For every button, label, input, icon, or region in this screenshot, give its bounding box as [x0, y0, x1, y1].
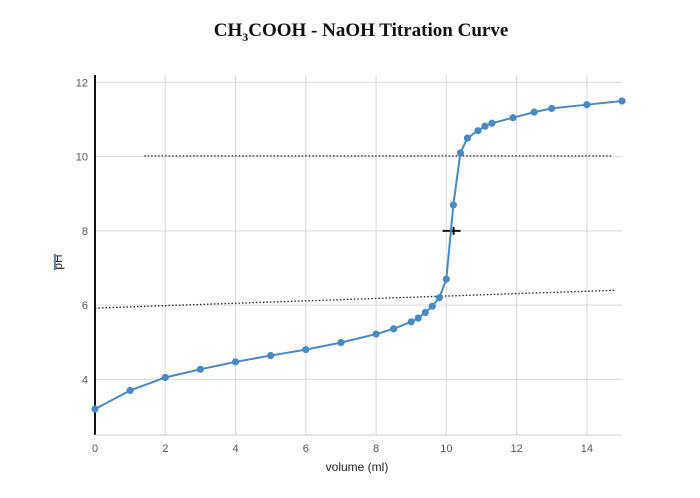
- data-point: [618, 97, 626, 105]
- data-point: [442, 275, 450, 283]
- data-point: [488, 119, 496, 127]
- data-point: [196, 365, 204, 373]
- x-axis-label: volume (ml): [326, 460, 389, 474]
- y-tick-label: 6: [82, 300, 88, 312]
- data-point: [548, 104, 556, 113]
- data-point: [161, 373, 169, 382]
- data-point: [463, 134, 472, 142]
- grid-lines: [95, 75, 622, 435]
- x-tick-label: 8: [373, 443, 379, 455]
- data-point: [302, 346, 310, 354]
- chart-title: CH3COOH - NaOH Titration Curve: [213, 20, 509, 44]
- data-point: [407, 318, 415, 326]
- y-tick-label: 12: [76, 77, 88, 89]
- data-point: [231, 358, 240, 366]
- data-point: [372, 330, 380, 338]
- x-tick-label: 2: [162, 443, 168, 455]
- data-point: [435, 294, 443, 302]
- data-point: [583, 101, 591, 109]
- x-tick-label: 10: [440, 443, 452, 455]
- data-point: [530, 108, 538, 116]
- y-tick-label: 10: [76, 152, 88, 164]
- x-tick-label: 14: [581, 443, 593, 455]
- data-point: [126, 386, 134, 395]
- y-axis-label: pH: [51, 254, 65, 269]
- tick-labels: 0 2 4 6 8 10 12 14 4 6 8 10 12: [76, 77, 593, 455]
- data-point: [474, 127, 482, 135]
- data-point: [481, 122, 489, 130]
- dotted-reference-line: [94, 289, 615, 309]
- x-tick-label: 12: [510, 443, 522, 455]
- data-point: [428, 302, 436, 310]
- x-tick-label: 6: [303, 443, 309, 455]
- series-line: [94, 99, 623, 410]
- y-tick-label: 4: [82, 374, 88, 386]
- data-point: [414, 314, 422, 322]
- annotation-lines: [94, 155, 615, 309]
- data-point: [456, 149, 464, 157]
- x-tick-label: 4: [232, 443, 238, 455]
- y-tick-label: 8: [82, 226, 88, 238]
- data-series: [91, 97, 626, 413]
- data-point: [267, 351, 275, 360]
- data-point: [337, 338, 345, 347]
- data-point: [509, 114, 517, 122]
- data-point: [421, 308, 429, 317]
- data-point: [390, 325, 398, 333]
- x-tick-label: 0: [92, 443, 98, 455]
- data-point: [449, 201, 457, 209]
- data-point: [91, 405, 99, 413]
- axes: [94, 75, 622, 436]
